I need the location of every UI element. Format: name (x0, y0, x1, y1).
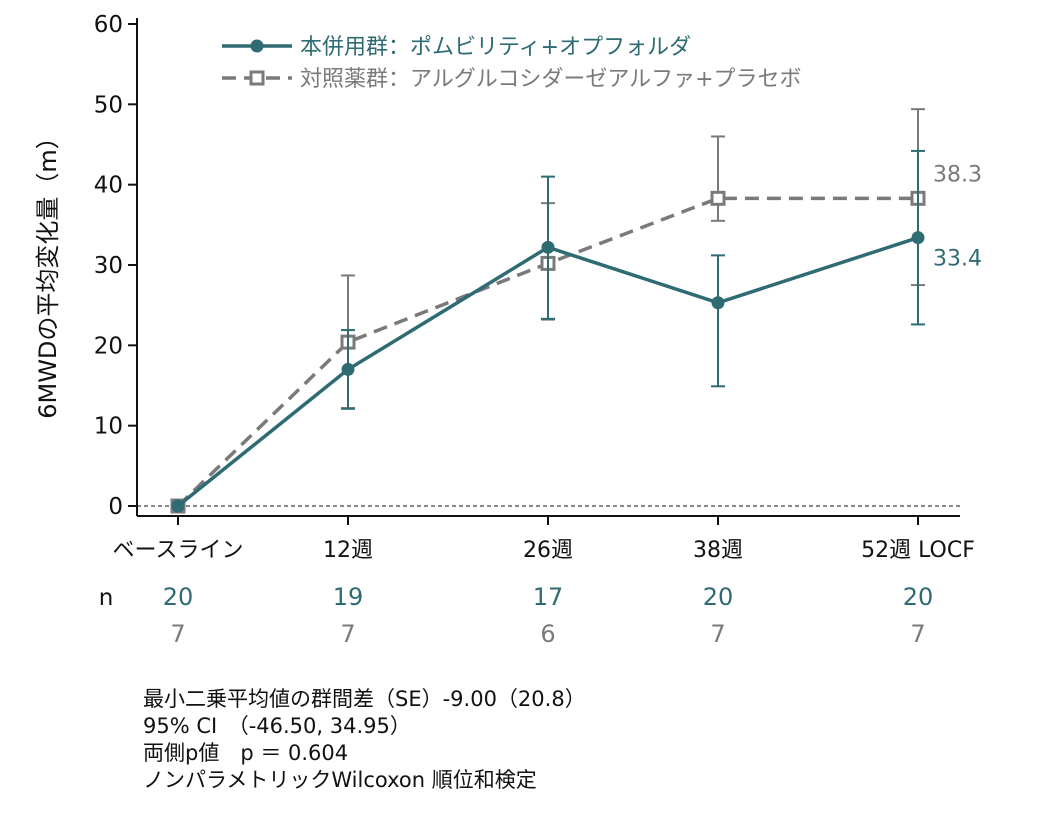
series-control: 38.3 (170, 108, 982, 514)
n-value: 20 (703, 583, 734, 611)
y-tick-label: 20 (94, 333, 123, 359)
notes-line-ls-mean-difference: 最小二乗平均値の群間差（SE）-9.00（20.8） (143, 687, 586, 711)
series-treatment: 33.4 (171, 149, 982, 513)
legend-marker-square (249, 70, 265, 86)
y-tick-label: 40 (94, 173, 123, 199)
x-tick-label: 38週 (693, 538, 743, 563)
n-row-label: n (99, 585, 114, 611)
end-value-label: 38.3 (933, 162, 982, 187)
y-tick-label: 30 (94, 253, 123, 279)
x-tick-label: 26週 (523, 538, 573, 563)
legend: 本併用群：ポムビリティ+オプフォルダ対照薬群：アルグルコシダーゼアルファ+プラセ… (222, 35, 802, 92)
n-value: 19 (333, 583, 364, 611)
end-value-label: 33.4 (933, 247, 982, 272)
y-tick-label: 50 (94, 92, 123, 118)
n-value: 7 (340, 620, 355, 648)
y-tick-label: 10 (94, 414, 123, 440)
n-value: 20 (163, 583, 194, 611)
axes: 0 10 20 30 40 50 60 ベースライン 12週 26週 38週 52週 LOCF (94, 12, 975, 563)
series-layer: 38.3 33.4 (170, 108, 982, 514)
n-value: 7 (710, 620, 725, 648)
data-point-square (710, 190, 726, 206)
n-value: 20 (903, 583, 934, 611)
data-point-circle (541, 240, 555, 254)
n-value: 6 (540, 620, 555, 648)
y-axis-label: 6MWDの平均変化量（m） (34, 125, 62, 419)
data-point-circle (341, 362, 355, 376)
y-tick-label: 0 (108, 494, 123, 520)
x-tick-label: 52週 LOCF (861, 538, 975, 563)
n-value: 17 (533, 583, 564, 611)
legend-label: 本併用群：ポムビリティ+オプフォルダ (300, 35, 691, 60)
n-table: n 20 19 17 20 20 7 7 6 7 7 (99, 583, 934, 648)
n-value: 7 (910, 620, 925, 648)
legend-marker-circle (250, 39, 264, 53)
notes-line-p-value: 両側p値 p ＝ 0.604 (143, 741, 349, 765)
line-chart: 0 10 20 30 40 50 60 ベースライン 12週 26週 38週 52週 LOCF 38.… (34, 12, 982, 648)
n-value: 7 (170, 620, 185, 648)
data-point-circle (171, 499, 185, 513)
legend-label: 対照薬群：アルグルコシダーゼアルファ+プラセボ (300, 67, 802, 92)
data-point-circle (711, 296, 725, 310)
notes-line-ci: 95% CI （-46.50, 34.95） (143, 714, 411, 738)
notes-line-test-method: ノンパラメトリックWilcoxon 順位和検定 (143, 768, 537, 792)
data-point-circle (911, 231, 925, 245)
y-tick-label: 60 (94, 12, 123, 38)
statistics-notes: 最小二乗平均値の群間差（SE）-9.00（20.8） 95% CI （-46.5… (143, 686, 586, 794)
x-tick-label: ベースライン (113, 538, 244, 563)
x-tick-label: 12週 (323, 538, 373, 563)
